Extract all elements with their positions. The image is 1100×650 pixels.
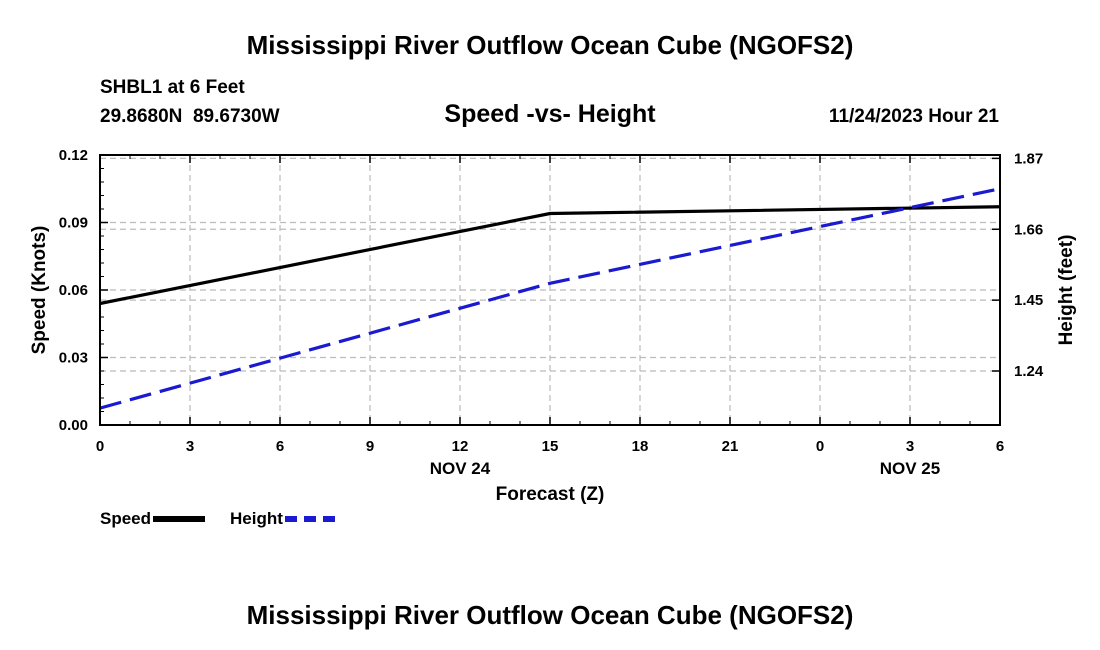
x-tick-label: 15 — [542, 438, 559, 455]
footer-title: Mississippi River Outflow Ocean Cube (NG… — [246, 600, 854, 630]
y2-tick-label: 1.66 — [1014, 221, 1043, 238]
x-tick-label: 0 — [96, 438, 104, 455]
grid — [99, 154, 1001, 426]
series-line-speed — [99, 205, 1001, 306]
legend-speed-label: Speed — [100, 509, 152, 528]
station-coordinates: 29.8680N 89.6730W — [100, 106, 280, 127]
x-tick-label: 3 — [906, 438, 914, 455]
x-tick-label: 0 — [816, 438, 824, 455]
chart-subtitle: Speed -vs- Height — [444, 100, 656, 128]
y-tick-label: 0.06 — [59, 282, 88, 299]
x-tick-label: 6 — [276, 438, 284, 455]
legend-speed-swatch — [153, 516, 206, 522]
x-tick-label: 21 — [722, 438, 739, 455]
y2-tick-label: 1.45 — [1014, 292, 1043, 309]
x-tick-label: 12 — [452, 438, 469, 455]
x-tick-label: 3 — [186, 438, 194, 455]
legend-speed: Speed — [100, 509, 206, 529]
x-axis-label: Forecast (Z) — [496, 484, 605, 505]
axis-ticks: 0 3 6 9 12 15 18 21 0 3 6 NOV 24 NOV 25 0.00 0.03 0.06 0… — [59, 147, 1044, 478]
x-date-label: NOV 25 — [880, 459, 940, 478]
legend-height-swatch — [284, 516, 335, 522]
chart-title: Mississippi River Outflow Ocean Cube (NG… — [246, 30, 854, 60]
y-tick-label: 0.09 — [59, 215, 88, 232]
y-tick-label: 0.03 — [59, 350, 88, 367]
legend-height: Height — [230, 509, 335, 529]
y-axis-label: Speed (Knots) — [29, 226, 50, 355]
x-tick-label: 9 — [366, 438, 374, 455]
y-tick-label: 0.00 — [59, 417, 88, 434]
series-line-height — [99, 187, 1001, 410]
y2-axis-label: Height (feet) — [1056, 235, 1077, 346]
x-tick-label: 6 — [996, 438, 1004, 455]
y2-tick-label: 1.24 — [1014, 363, 1044, 380]
x-date-label: NOV 24 — [430, 459, 491, 478]
x-tick-label: 18 — [632, 438, 649, 455]
forecast-datetime: 11/24/2023 Hour 21 — [828, 106, 999, 127]
y-tick-label: 0.12 — [59, 147, 88, 164]
series-lines — [99, 187, 1001, 410]
legend-height-label: Height — [230, 509, 283, 528]
station-label: SHBL1 at 6 Feet — [100, 77, 245, 98]
y2-tick-label: 1.87 — [1014, 150, 1043, 167]
